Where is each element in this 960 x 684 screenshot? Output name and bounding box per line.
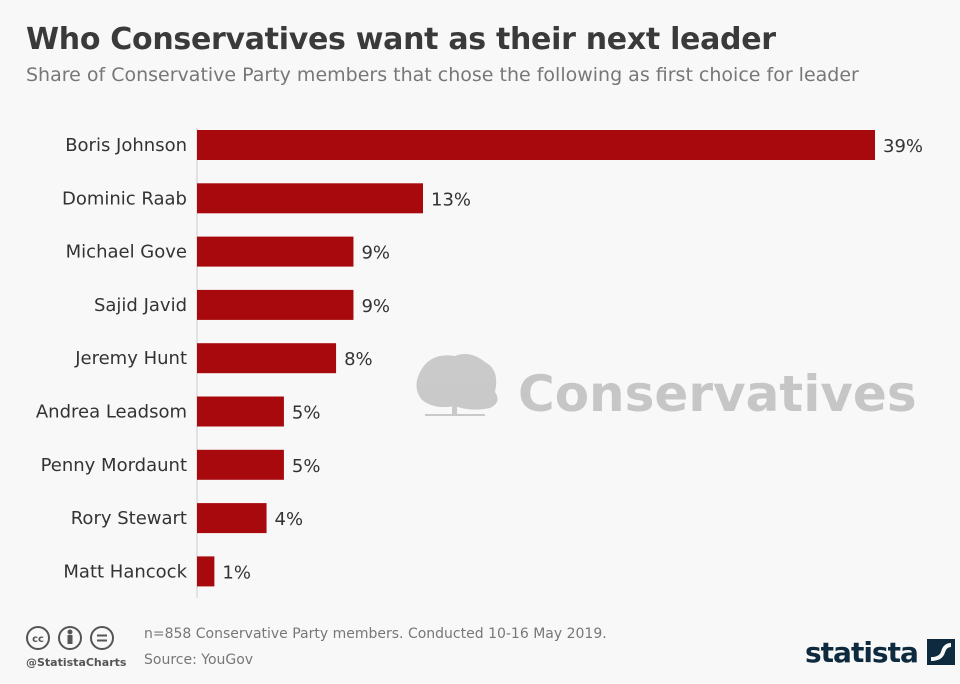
bar — [197, 396, 284, 427]
no-derivatives-icon — [90, 626, 114, 650]
category-label: Michael Gove — [66, 242, 187, 263]
svg-text:Conservatives: Conservatives — [518, 365, 917, 423]
license-icons: cc — [26, 626, 114, 650]
statista-logo-icon — [926, 639, 955, 665]
value-label: 13% — [431, 189, 471, 210]
statista-logo[interactable]: statista — [805, 636, 955, 669]
category-label: Rory Stewart — [71, 508, 187, 529]
chart-title: Who Conservatives want as their next lea… — [26, 22, 776, 57]
category-label: Sajid Javid — [94, 295, 187, 316]
value-label: 8% — [344, 349, 373, 370]
value-label: 9% — [361, 296, 390, 317]
bar — [197, 130, 875, 160]
bar — [197, 343, 337, 374]
value-label: 4% — [275, 509, 304, 530]
value-label: 5% — [292, 403, 321, 424]
attribution-icon — [58, 626, 82, 650]
bar — [197, 449, 284, 480]
bar — [197, 503, 267, 534]
statista-handle[interactable]: @StatistaCharts — [26, 656, 127, 669]
bar — [197, 289, 354, 320]
conservatives-logo-watermark: Conservatives — [416, 354, 917, 423]
chart-subtitle: Share of Conservative Party members that… — [26, 64, 859, 86]
category-label: Jeremy Hunt — [74, 348, 187, 369]
value-label: 5% — [292, 456, 321, 477]
category-label: Andrea Leadsom — [36, 402, 187, 423]
category-label: Dominic Raab — [62, 188, 187, 209]
value-label: 9% — [361, 243, 390, 264]
bar — [197, 183, 423, 214]
bar — [197, 236, 354, 267]
bar — [197, 556, 215, 587]
svg-text:cc: cc — [32, 634, 44, 645]
cc-icon: cc — [26, 626, 50, 650]
footer-source: Source: YouGov — [144, 652, 254, 668]
value-label: 39% — [883, 136, 923, 157]
category-label: Boris Johnson — [65, 135, 187, 156]
value-label: 1% — [222, 562, 251, 583]
category-label: Penny Mordaunt — [41, 455, 187, 476]
footer-note: n=858 Conservative Party members. Conduc… — [144, 626, 607, 642]
category-label: Matt Hancock — [63, 561, 187, 582]
